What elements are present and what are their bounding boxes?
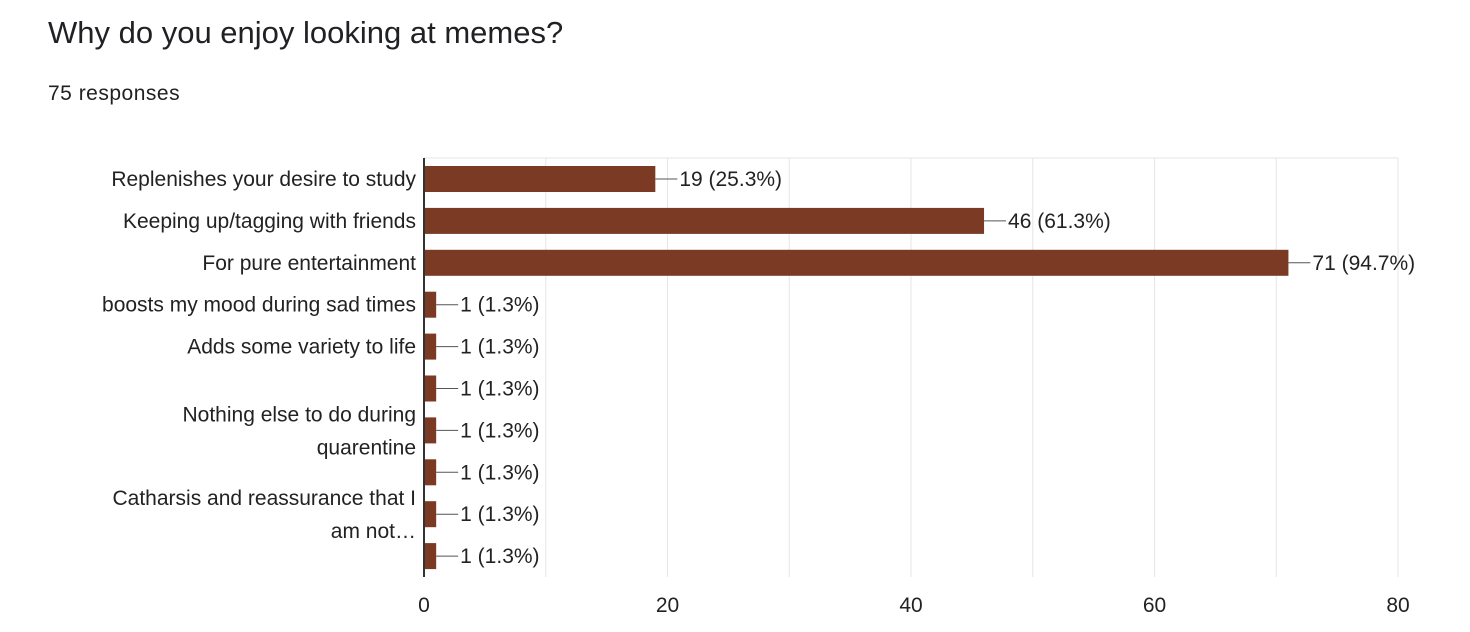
category-label: Nothing else to do during (183, 403, 417, 426)
bar (424, 543, 437, 570)
data-label: 1 (1.3%) (460, 336, 539, 359)
data-label: 19 (25.3%) (679, 168, 782, 191)
category-labels: Replenishes your desire to study Keeping … (102, 168, 416, 543)
category-label: boosts my mood during sad times (102, 294, 416, 317)
data-label: 46 (61.3%) (1008, 210, 1111, 233)
x-tick-label: 0 (418, 594, 430, 617)
question-title: Why do you enjoy looking at memes? (48, 15, 564, 50)
x-axis-ticks: 0 20 40 60 80 (418, 594, 1410, 617)
bar (424, 333, 437, 360)
category-label: Catharsis and reassurance that I (113, 487, 417, 510)
category-label: Adds some variety to life (187, 336, 416, 359)
bar (424, 375, 437, 402)
data-label: 1 (1.3%) (460, 503, 539, 526)
data-label: 1 (1.3%) (460, 419, 539, 442)
bar (424, 291, 437, 318)
category-label: For pure entertainment (202, 252, 416, 275)
category-label: Replenishes your desire to study (111, 168, 416, 191)
bar (424, 501, 437, 528)
data-label: 1 (1.3%) (460, 294, 539, 317)
category-label: Keeping up/tagging with friends (123, 210, 416, 233)
data-label: 1 (1.3%) (460, 461, 539, 484)
x-tick-label: 40 (899, 594, 922, 617)
bar (424, 417, 437, 444)
x-tick-label: 20 (656, 594, 679, 617)
bar (424, 166, 656, 192)
x-tick-label: 80 (1386, 594, 1409, 617)
data-label: 1 (1.3%) (460, 378, 539, 401)
data-label: 71 (94.7%) (1312, 252, 1415, 275)
category-label: am not… (331, 520, 416, 543)
bars (424, 166, 1289, 570)
grid-lines (424, 157, 1399, 577)
data-labels: 19 (25.3%) 46 (61.3%) 71 (94.7%) 1 (1.3%) 1 … (436, 168, 1415, 568)
bar (424, 249, 1289, 276)
response-count: 75 responses (48, 82, 181, 105)
data-label: 1 (1.3%) (460, 545, 539, 568)
bar (424, 459, 437, 486)
bar (424, 207, 985, 234)
category-label: quarentine (317, 436, 416, 459)
x-tick-label: 60 (1143, 594, 1166, 617)
